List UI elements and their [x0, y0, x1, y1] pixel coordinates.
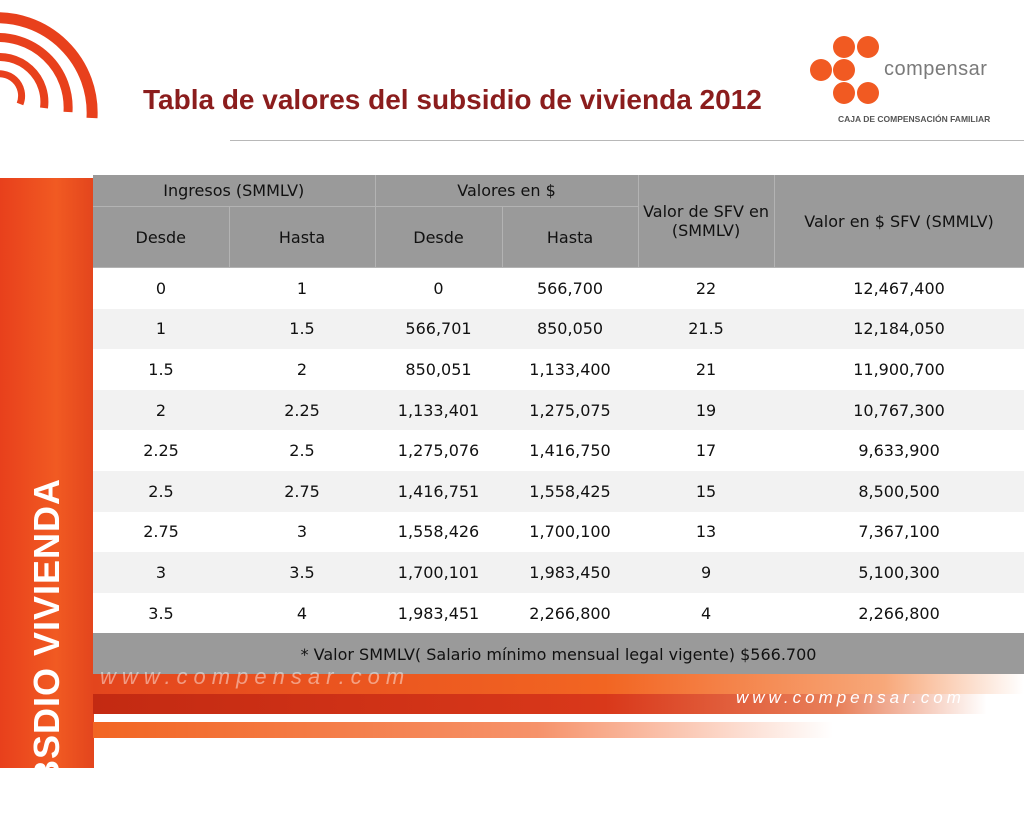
table-cell: 1	[93, 308, 229, 350]
header-ingresos: Ingresos (SMMLV)	[93, 175, 376, 207]
table-cell: 1,275,075	[502, 389, 639, 431]
table-cell: 2.25	[229, 389, 376, 431]
table-cell: 1,700,100	[502, 511, 639, 553]
header-valores: Valores en $	[375, 175, 639, 207]
table-cell: 11,900,700	[774, 349, 1024, 390]
table-cell: 2	[229, 349, 376, 390]
table-cell: 13	[638, 511, 775, 553]
table-cell: 5,100,300	[774, 552, 1024, 593]
subheader-valores-hasta: Hasta	[502, 206, 639, 268]
table-cell: 1,133,401	[375, 389, 503, 431]
side-band: SUBSDIO VIVIENDA	[0, 178, 94, 838]
table-cell: 7,367,100	[774, 511, 1024, 553]
table-cell: 12,184,050	[774, 308, 1024, 350]
table-cell: 2,266,800	[774, 592, 1024, 634]
table-row: 1 1.5 566,701 850,050 21.5 12,184,050	[93, 308, 1024, 350]
table-row: 1.5 2 850,051 1,133,400 21 11,900,700	[93, 349, 1024, 390]
table-cell: 1,558,426	[375, 511, 503, 553]
footer-band-middle	[93, 694, 1024, 714]
table-cell: 2,266,800	[502, 592, 639, 634]
table-cell: 15	[638, 470, 775, 512]
table-cell: 0	[93, 267, 229, 309]
subheader-ingresos-desde: Desde	[93, 206, 230, 268]
table-cell: 1	[229, 267, 376, 309]
table-cell: 21	[638, 349, 775, 390]
table-cell: 12,467,400	[774, 267, 1024, 309]
table-row: 2.5 2.75 1,416,751 1,558,425 15 8,500,50…	[93, 470, 1024, 512]
table-cell: 1,558,425	[502, 470, 639, 512]
header-valor-sfv-pesos: Valor en $ SFV (SMMLV)	[774, 175, 1024, 268]
table-cell: 3.5	[229, 552, 376, 593]
table-cell: 9	[638, 552, 775, 593]
table-cell: 1,275,076	[375, 430, 503, 471]
table-cell: 3	[93, 552, 229, 593]
decorative-arcs	[0, 12, 98, 119]
footer-band-top	[93, 674, 1024, 694]
table-cell: 1,983,450	[502, 552, 639, 593]
table-cell: 22	[638, 267, 775, 309]
table-cell: 4	[638, 592, 775, 634]
table-cell: 1,700,101	[375, 552, 503, 593]
table-row: 3.5 4 1,983,451 2,266,800 4 2,266,800	[93, 592, 1024, 634]
table-cell: 1,416,751	[375, 470, 503, 512]
footer-url-link[interactable]: www.compensar.com	[736, 688, 965, 707]
table-cell: 1,983,451	[375, 592, 503, 634]
table-cell: 1.5	[229, 308, 376, 350]
footer-watermark-url: www.compensar.com	[100, 664, 411, 689]
table-row: 2.75 3 1,558,426 1,700,100 13 7,367,100	[93, 511, 1024, 553]
table-cell: 2.5	[229, 430, 376, 471]
table-cell: 4	[229, 592, 376, 634]
logo-wordmark: compensar	[884, 58, 988, 80]
title-divider	[230, 140, 1024, 141]
header-valor-sfv-smmlv: Valor de SFV en (SMMLV)	[638, 175, 775, 268]
compensar-logo: compensar CAJA DE COMPENSACIÓN FAMILIAR	[808, 34, 1008, 134]
table-cell: 2.75	[229, 470, 376, 512]
table-row: 2.25 2.5 1,275,076 1,416,750 17 9,633,90…	[93, 430, 1024, 471]
subheader-ingresos-hasta: Hasta	[229, 206, 376, 268]
table-cell: 1.5	[93, 349, 229, 390]
table-cell: 1,133,400	[502, 349, 639, 390]
table-row: 0 1 0 566,700 22 12,467,400	[93, 267, 1024, 309]
table-cell: 2.75	[93, 511, 229, 553]
page-title: Tabla de valores del subsidio de viviend…	[143, 84, 762, 115]
table-cell: 2.5	[93, 470, 229, 512]
subsidy-table: Ingresos (SMMLV) Valores en $ Valor de S…	[93, 175, 1024, 676]
table-cell: 10,767,300	[774, 389, 1024, 431]
table-cell: 9,633,900	[774, 430, 1024, 471]
table-cell: 2.25	[93, 430, 229, 471]
table-cell: 2	[93, 389, 229, 431]
table-cell: 3.5	[93, 592, 229, 634]
table-cell: 21.5	[638, 308, 775, 350]
table-cell: 566,700	[502, 267, 639, 309]
table-row: 3 3.5 1,700,101 1,983,450 9 5,100,300	[93, 552, 1024, 593]
table-cell: 3	[229, 511, 376, 553]
footer-band-bottom	[93, 722, 833, 738]
table-cell: 17	[638, 430, 775, 471]
table-footnote: * Valor SMMLV( Salario mínimo mensual le…	[93, 633, 1024, 676]
table-row: 2 2.25 1,133,401 1,275,075 19 10,767,300	[93, 389, 1024, 431]
subheader-valores-desde: Desde	[375, 206, 503, 268]
logo-tagline: CAJA DE COMPENSACIÓN FAMILIAR	[838, 114, 991, 124]
table-cell: 566,701	[375, 308, 503, 350]
table-cell: 850,051	[375, 349, 503, 390]
table-cell: 19	[638, 389, 775, 431]
logo-dots-icon	[810, 36, 879, 104]
table-cell: 1,416,750	[502, 430, 639, 471]
side-title: SUBSDIO VIVIENDA	[26, 477, 67, 838]
table-cell: 8,500,500	[774, 470, 1024, 512]
table-cell: 0	[375, 267, 503, 309]
table-cell: 850,050	[502, 308, 639, 350]
